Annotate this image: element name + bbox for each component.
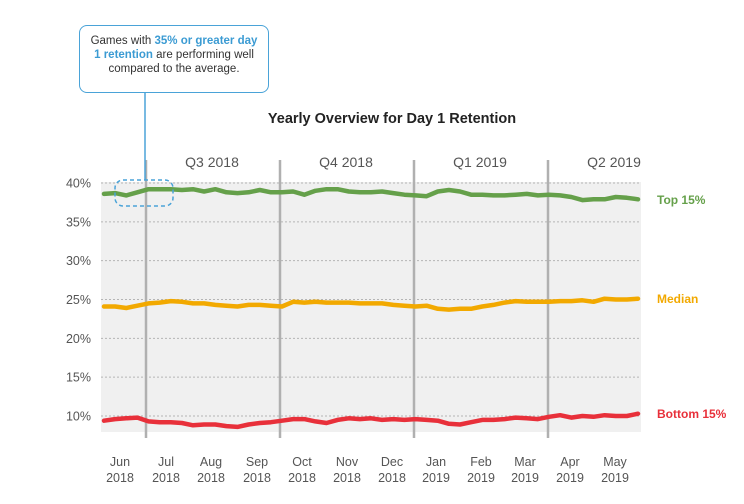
x-tick-year: 2019 xyxy=(556,471,584,485)
callout-text-after: are performing well compared to the aver… xyxy=(108,49,254,75)
y-tick-label-30: 30% xyxy=(66,254,91,268)
x-tick-11: May 2019 xyxy=(601,455,629,485)
callout-box: Games with 35% or greater day 1 retentio… xyxy=(79,25,269,93)
x-tick-year: 2019 xyxy=(467,471,495,485)
x-tick-month: Mar xyxy=(514,455,536,469)
quarter-label-4: Q2 2019 xyxy=(587,154,641,170)
x-tick-year: 2018 xyxy=(288,471,316,485)
x-tick-month: Apr xyxy=(560,455,579,469)
chart-title: Yearly Overview for Day 1 Retention xyxy=(268,111,516,127)
callout-text-before: Games with xyxy=(90,35,155,47)
x-tick-month: Jun xyxy=(110,455,130,469)
quarter-dividers: Q3 2018 Q4 2018 Q1 2019 Q2 2019 xyxy=(144,154,641,438)
x-tick-9: Mar 2019 xyxy=(511,455,539,485)
x-tick-6: Dec 2018 xyxy=(378,455,406,485)
x-tick-month: May xyxy=(603,455,627,469)
x-tick-month: Oct xyxy=(292,455,312,469)
series-label-median: Median xyxy=(657,292,698,306)
x-tick-year: 2019 xyxy=(422,471,450,485)
series-line-top-15 xyxy=(101,186,641,203)
y-tick-label-35: 35% xyxy=(66,215,91,229)
x-tick-5: Nov 2018 xyxy=(333,455,361,485)
x-tick-10: Apr 2019 xyxy=(556,455,584,485)
callout-text-highlight: 35% or greater day 1 retention xyxy=(94,35,258,61)
x-tick-month: Feb xyxy=(470,455,492,469)
series-label-top-15: Top 15% xyxy=(657,193,706,207)
x-tick-month: Sep xyxy=(246,455,268,469)
quarter-label-3: Q1 2019 xyxy=(453,154,507,170)
x-tick-month: Jul xyxy=(158,455,174,469)
x-axis: Jun 2018 Jul 2018 Aug 2018 Sep 2018 Oct 2018 Nov 20… xyxy=(106,455,629,485)
x-tick-0: Jun 2018 xyxy=(106,455,134,485)
x-tick-year: 2019 xyxy=(601,471,629,485)
x-tick-month: Dec xyxy=(381,455,403,469)
series-lines xyxy=(101,186,641,430)
x-tick-year: 2018 xyxy=(243,471,271,485)
series-line-median xyxy=(101,296,641,312)
series-labels: Top 15% Median Bottom 15% xyxy=(657,193,727,421)
x-tick-year: 2018 xyxy=(106,471,134,485)
y-tick-label-40: 40% xyxy=(66,177,91,191)
callout-highlight-box xyxy=(114,179,174,207)
quarter-label-2: Q4 2018 xyxy=(319,154,373,170)
x-tick-year: 2019 xyxy=(511,471,539,485)
plot-background xyxy=(101,182,641,432)
x-tick-month: Jan xyxy=(426,455,446,469)
quarter-label-1: Q3 2018 xyxy=(185,154,239,170)
series-label-bottom-15: Bottom 15% xyxy=(657,407,727,421)
x-tick-year: 2018 xyxy=(197,471,225,485)
x-tick-year: 2018 xyxy=(152,471,180,485)
x-tick-8: Feb 2019 xyxy=(467,455,495,485)
x-tick-4: Oct 2018 xyxy=(288,455,316,485)
x-tick-7: Jan 2019 xyxy=(422,455,450,485)
x-tick-2: Aug 2018 xyxy=(197,455,225,485)
x-tick-3: Sep 2018 xyxy=(243,455,271,485)
y-tick-label-15: 15% xyxy=(66,371,91,385)
y-tick-label-10: 10% xyxy=(66,410,91,424)
x-tick-year: 2018 xyxy=(333,471,361,485)
x-tick-month: Nov xyxy=(336,455,359,469)
y-tick-label-25: 25% xyxy=(66,293,91,307)
y-tick-label-20: 20% xyxy=(66,332,91,346)
series-line-bottom-15 xyxy=(101,411,641,430)
x-tick-year: 2018 xyxy=(378,471,406,485)
y-axis: 10% 15% 20% 25% 30% 35% 40% xyxy=(66,177,91,424)
x-tick-1: Jul 2018 xyxy=(152,455,180,485)
x-tick-month: Aug xyxy=(200,455,222,469)
